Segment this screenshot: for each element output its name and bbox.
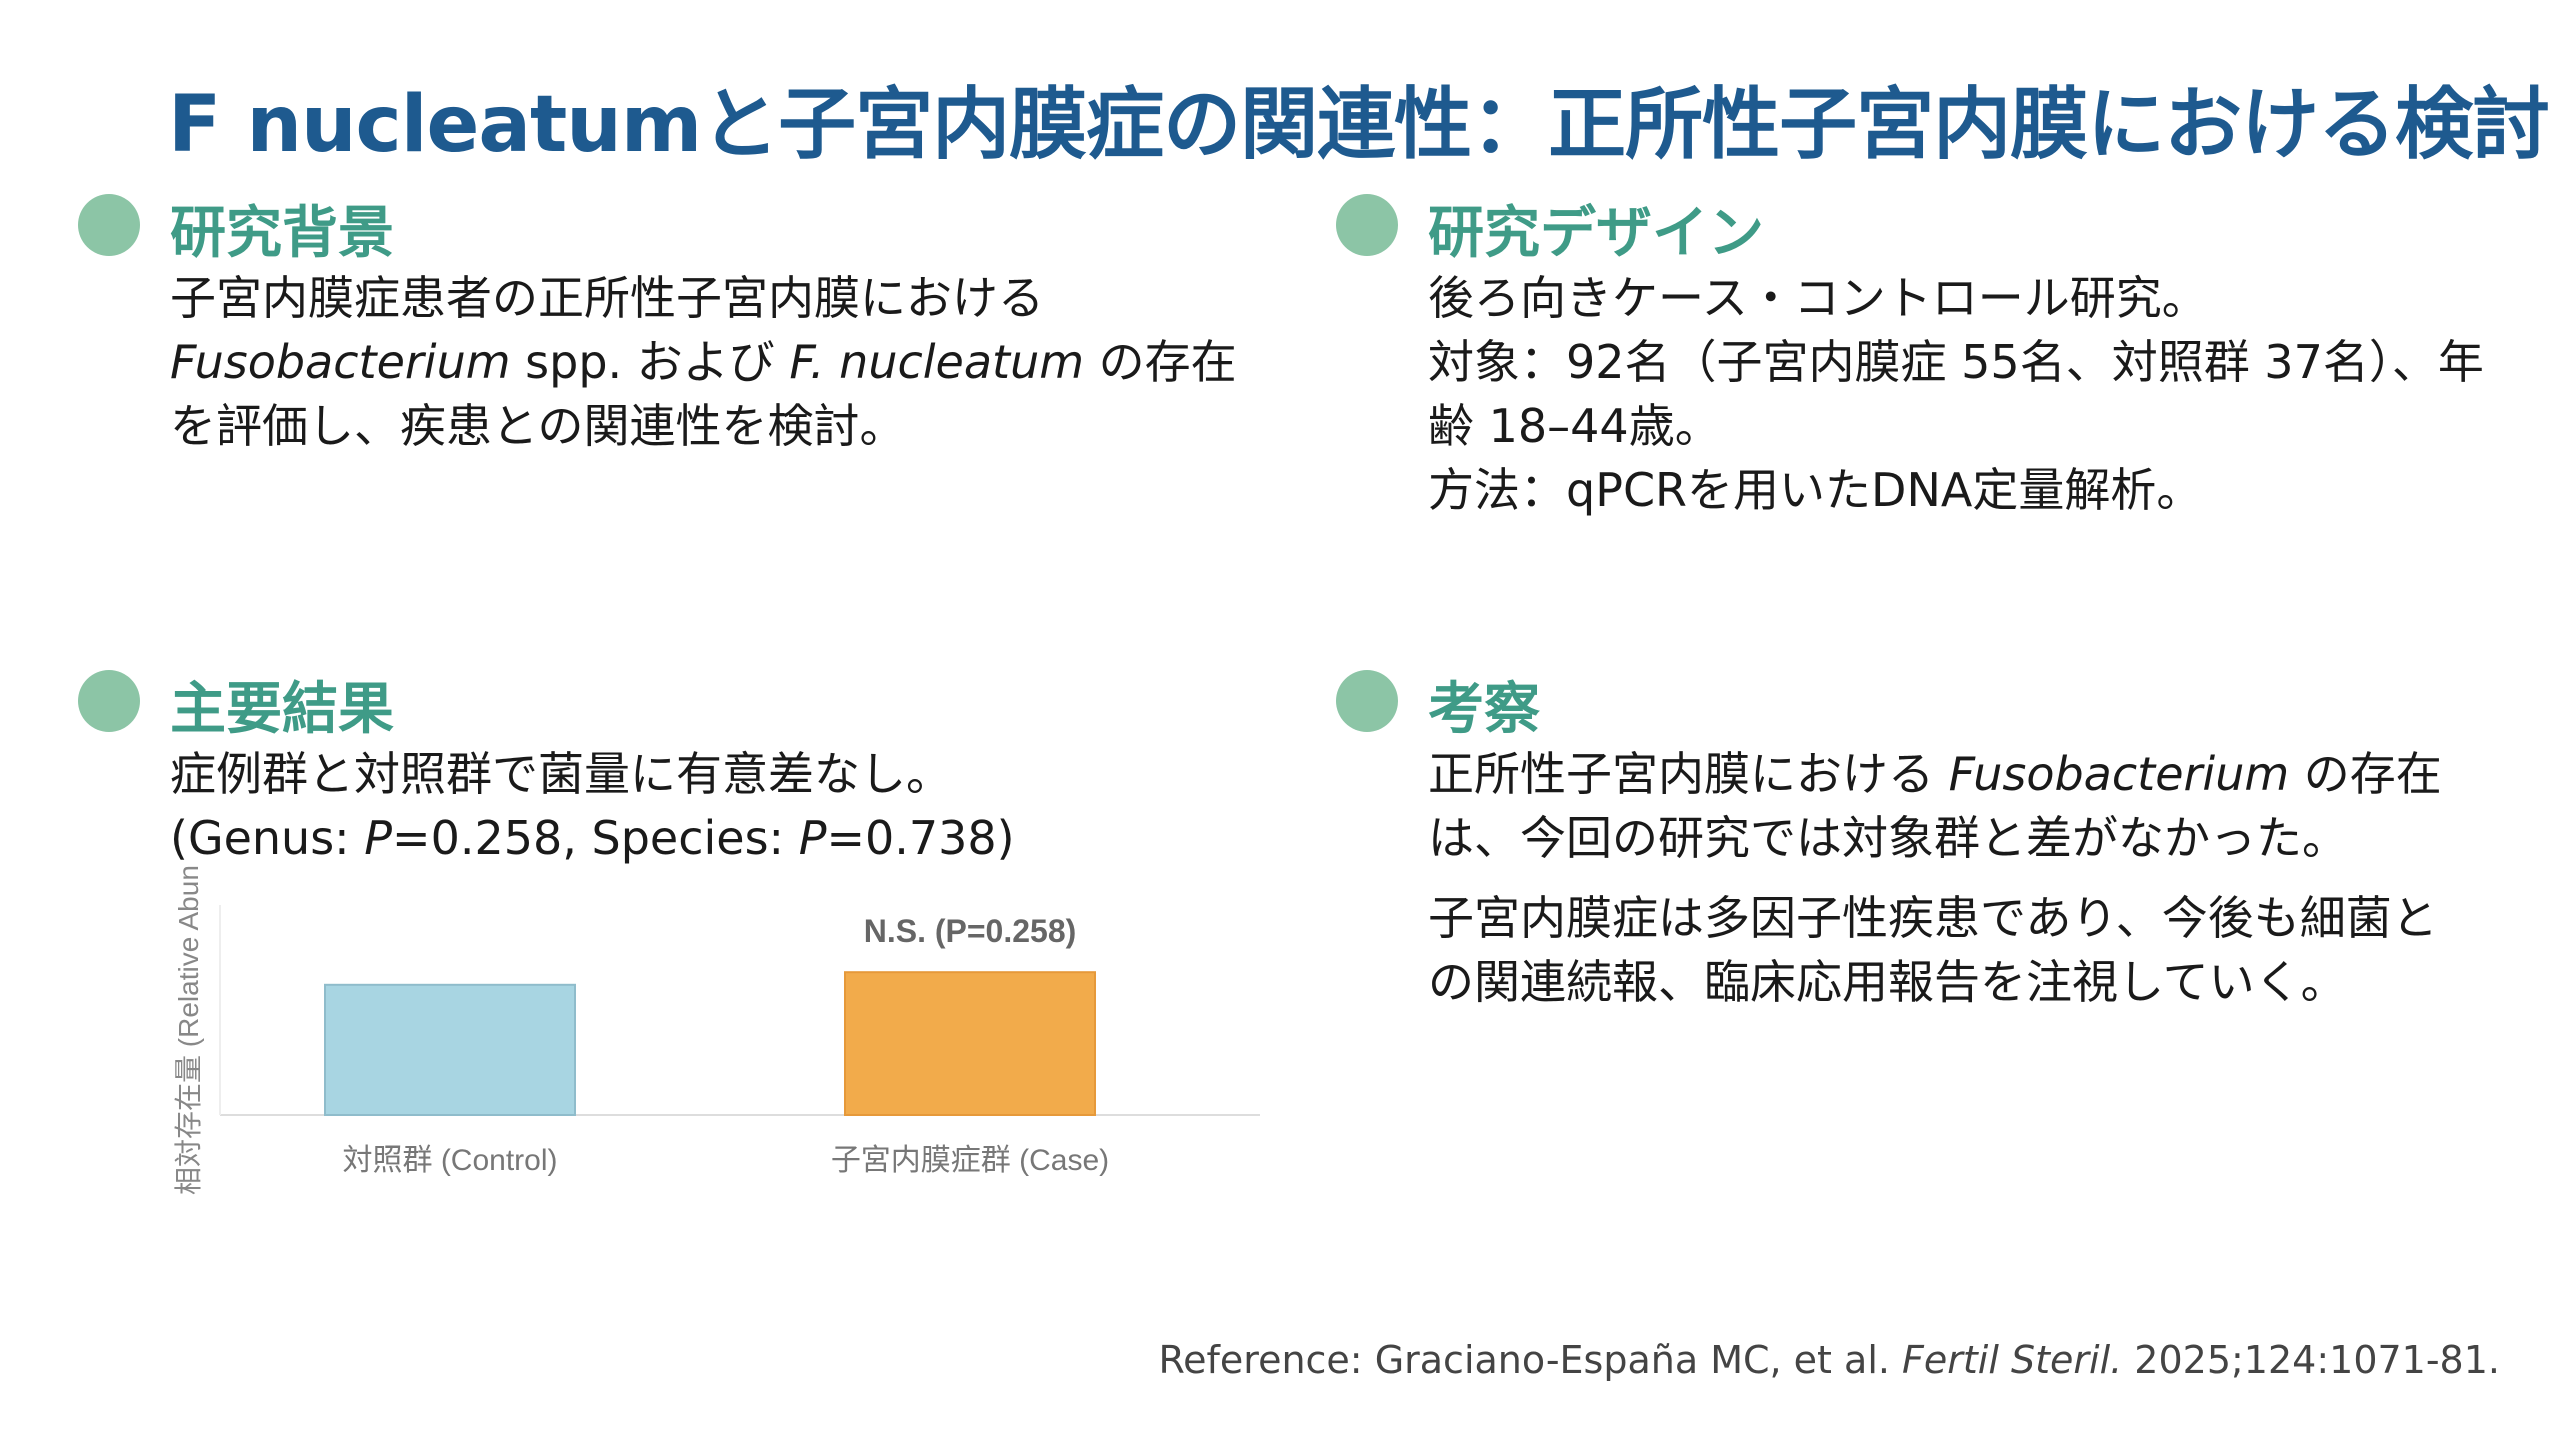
- species-name: F. nucleatum: [789, 335, 1085, 389]
- background-line-3: を評価し、疾患との関連性を検討。: [170, 399, 906, 453]
- text-fragment: spp. および: [510, 335, 790, 389]
- significance-annotation: N.S. (P=0.258): [864, 913, 1077, 949]
- bullet-dot: [1336, 670, 1398, 732]
- text-fragment: =0.258, Species:: [392, 811, 799, 865]
- background-body: 子宮内膜症患者の正所性子宮内膜における Fusobacterium spp. お…: [170, 266, 1237, 458]
- bullet-dot: [78, 194, 140, 256]
- discussion-line-1: 正所性子宮内膜における Fusobacterium の存在: [1428, 742, 2442, 806]
- bar-case: [844, 971, 1096, 1116]
- text-fragment: (Genus:: [170, 811, 365, 865]
- design-line-4: 方法：qPCRを用いたDNA定量解析。: [1428, 463, 2203, 517]
- design-line-1: 後ろ向きケース・コントロール研究。: [1428, 271, 2208, 325]
- x-tick-label: 対照群 (Control): [342, 1144, 557, 1177]
- text-fragment: =0.738): [826, 811, 1015, 865]
- results-heading: 主要結果: [170, 677, 394, 742]
- results-body: 症例群と対照群で菌量に有意差なし。 (Genus: P=0.258, Speci…: [170, 742, 1015, 870]
- genus-name: Fusobacterium: [1948, 747, 2290, 801]
- design-heading: 研究デザイン: [1428, 201, 1764, 266]
- y-axis-label: 相対存在量 (Relative Abundance): [173, 865, 204, 1195]
- design-line-2: 対象：92名（子宮内膜症 55名、対照群 37名）、年: [1428, 335, 2484, 389]
- bullet-dot: [78, 670, 140, 732]
- discussion-heading: 考察: [1428, 677, 1540, 742]
- background-line-1: 子宮内膜症患者の正所性子宮内膜における: [170, 271, 1044, 325]
- genus-name: Fusobacterium: [170, 335, 511, 389]
- chart-svg: 相対存在量 (Relative Abundance) 対照群 (Control)…: [173, 865, 1260, 1195]
- bar-control: [324, 983, 576, 1116]
- discussion-line-2: は、今回の研究では対象群と差がなかった。: [1428, 811, 2348, 865]
- background-heading: 研究背景: [170, 201, 394, 266]
- design-body: 後ろ向きケース・コントロール研究。 対象：92名（子宮内膜症 55名、対照群 3…: [1428, 266, 2484, 522]
- design-line-3: 齢 18–44歳。: [1428, 399, 1721, 453]
- abundance-bar-chart: 相対存在量 (Relative Abundance) 対照群 (Control)…: [160, 865, 1270, 1205]
- reference-volume: 2025;124:1071-81.: [2122, 1338, 2500, 1382]
- text-fragment: の存在: [1084, 335, 1237, 389]
- discussion-line-4: の関連続報、臨床応用報告を注視していく。: [1428, 955, 2347, 1009]
- bullet-dot: [1336, 194, 1398, 256]
- x-tick-label: 子宮内膜症群 (Case): [831, 1144, 1109, 1177]
- results-line-1: 症例群と対照群で菌量に有意差なし。: [170, 747, 952, 801]
- text-fragment: 正所性子宮内膜における: [1428, 747, 1949, 801]
- reference-citation: Reference: Graciano-España MC, et al. Fe…: [1158, 1338, 2500, 1382]
- journal-name: Fertil Steril.: [1902, 1338, 2123, 1382]
- discussion-line-3: 子宮内膜症は多因子性疾患であり、今後も細菌と: [1428, 891, 2438, 945]
- results-line-2: (Genus: P=0.258, Species: P=0.738): [170, 806, 1015, 870]
- text-fragment: の存在: [2289, 747, 2442, 801]
- p-symbol: P: [798, 811, 827, 865]
- slide-title: F nucleatumと子宮内膜症の関連性：正所性子宮内膜における検討: [168, 80, 2550, 170]
- reference-authors: Reference: Graciano-España MC, et al.: [1158, 1338, 1903, 1382]
- discussion-body: 正所性子宮内膜における Fusobacterium の存在 は、今回の研究では対…: [1428, 742, 2442, 1014]
- p-symbol: P: [364, 811, 393, 865]
- background-line-2: Fusobacterium spp. および F. nucleatum の存在: [170, 330, 1237, 394]
